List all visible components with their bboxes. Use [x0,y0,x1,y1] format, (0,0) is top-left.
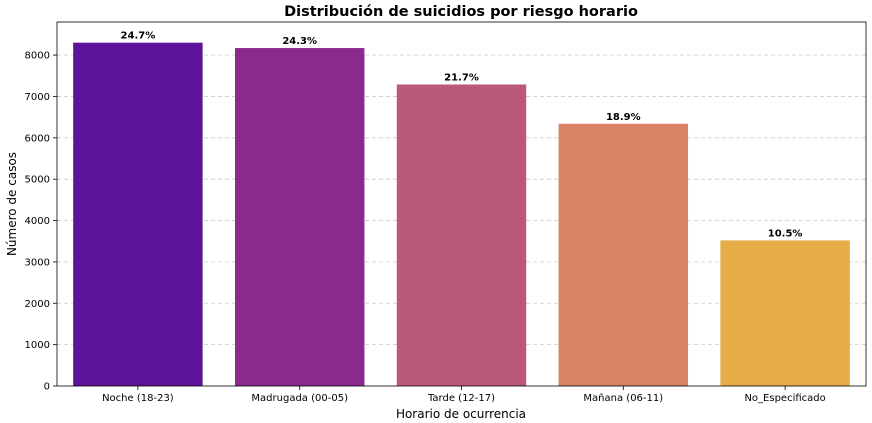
y-tick-label: 7000 [25,92,50,103]
x-tick-label: Noche (18-23) [102,393,174,404]
x-tick-label: No_Especificado [744,393,825,404]
bar [396,84,527,386]
bar [720,240,850,386]
y-tick-label: 3000 [25,257,50,268]
data-label: 18.9% [606,112,641,123]
data-label: 21.7% [444,72,479,83]
y-tick-label: 1000 [25,340,50,351]
data-label: 10.5% [768,228,803,239]
data-labels: 24.7% 24.3% 21.7% 18.9% 10.5% [121,31,803,240]
x-tick-label: Madrugada (00-05) [251,393,348,404]
x-axis-label: Horario de ocurrencia [396,407,526,421]
bars [73,42,850,387]
chart-title: Distribución de suicidios por riesgo hor… [284,4,638,20]
y-tick-label: 4000 [25,216,50,227]
data-label: 24.3% [282,36,317,47]
y-tick-label: 6000 [25,133,50,144]
y-tick-label: 8000 [25,51,50,62]
bar [234,48,365,387]
x-tick-label: Mañana (06-11) [583,393,663,404]
y-axis-label: Número de casos [5,152,19,256]
bar [558,123,689,386]
y-tick-label: 5000 [25,175,50,186]
y-tick-labels: 0 1000 2000 3000 4000 5000 6000 7000 8000 [25,51,57,393]
x-tick-labels: Noche (18-23) Madrugada (00-05) Tarde (12-… [102,386,826,404]
bar [73,42,203,386]
plot-frame [56,21,867,387]
y-tick-label: 0 [44,382,50,393]
data-label: 24.7% [121,31,156,42]
x-tick-label: Tarde (12-17) [427,393,495,404]
y-tick-label: 2000 [25,299,50,310]
